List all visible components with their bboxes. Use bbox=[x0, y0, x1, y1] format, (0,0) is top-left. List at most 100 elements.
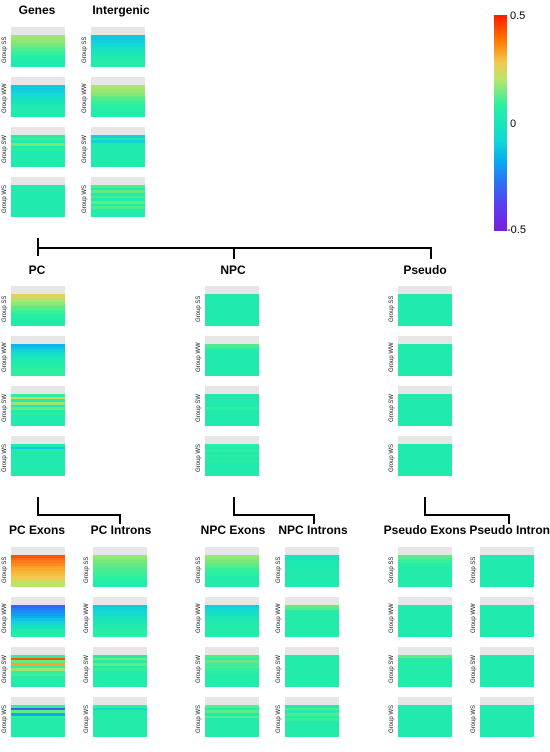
heatmap-stripe bbox=[11, 114, 65, 118]
heatmap-stripe bbox=[398, 557, 452, 561]
heatmap-stripe bbox=[11, 468, 65, 472]
group-label: Group WW bbox=[2, 603, 8, 633]
heatmap-stripe bbox=[11, 470, 65, 474]
heatmap-stripe bbox=[285, 655, 339, 659]
heatmap-stripe bbox=[285, 723, 339, 727]
heatmap-stripe bbox=[398, 607, 452, 611]
heatmap-stripe bbox=[205, 615, 259, 619]
heatmap-stripe bbox=[11, 323, 65, 327]
heatmap-stripe bbox=[205, 715, 259, 719]
heatmap-header-bar bbox=[93, 597, 147, 605]
group-label: Group SW bbox=[196, 393, 202, 422]
heatmap-stripe bbox=[205, 726, 259, 730]
group-label: Group WW bbox=[389, 603, 395, 633]
heatmap-stripe bbox=[93, 563, 147, 567]
group-label: Group SW bbox=[2, 134, 8, 163]
group-label: Group WW bbox=[84, 603, 90, 633]
heatmap-stripe bbox=[398, 576, 452, 580]
heatmap-stripe bbox=[398, 452, 452, 456]
heatmap-stripe bbox=[11, 304, 65, 308]
heatmap-stripe bbox=[11, 457, 65, 461]
heatmap-stripe bbox=[205, 410, 259, 414]
heatmap-stripe bbox=[398, 584, 452, 588]
heatmap-stripe bbox=[11, 106, 65, 110]
heatmap-stripe bbox=[398, 373, 452, 377]
heatmap-stripe bbox=[11, 111, 65, 115]
heatmap-header-bar bbox=[398, 386, 452, 394]
heatmap-stripe bbox=[480, 715, 534, 719]
group-label: Group SW bbox=[276, 654, 282, 683]
heatmap-stripe bbox=[398, 412, 452, 416]
heatmap-stripe bbox=[398, 360, 452, 364]
heatmap-stripe bbox=[205, 710, 259, 714]
heatmap-stripe bbox=[285, 613, 339, 617]
heatmap-stripe bbox=[91, 56, 145, 60]
heatmap-cell-block bbox=[11, 547, 65, 588]
heatmap-stripe bbox=[285, 605, 339, 609]
heatmap-stripe bbox=[11, 143, 65, 147]
heatmap-stripe bbox=[205, 457, 259, 461]
heatmap-stripe bbox=[398, 457, 452, 461]
heatmap-cell-block bbox=[285, 597, 339, 638]
heatmap-stripe bbox=[398, 323, 452, 327]
heatmap-header-bar bbox=[398, 647, 452, 655]
heatmap-stripe bbox=[11, 98, 65, 102]
heatmap-stripe bbox=[11, 721, 65, 725]
heatmap-cell-block bbox=[205, 597, 259, 638]
heatmap-stripe bbox=[93, 671, 147, 675]
heatmap-stripe bbox=[93, 657, 147, 661]
heatmap-cell-block bbox=[11, 436, 65, 477]
heatmap-stripe bbox=[285, 626, 339, 630]
heatmap-stripe bbox=[91, 214, 145, 218]
heatmap-stripe bbox=[11, 681, 65, 685]
heatmap-cell-block bbox=[93, 547, 147, 588]
heatmap-stripe bbox=[11, 360, 65, 364]
heatmap-cell-block bbox=[91, 27, 145, 68]
heatmap-stripe bbox=[11, 90, 65, 94]
connector-line bbox=[508, 514, 510, 524]
heatmap-stripe bbox=[285, 681, 339, 685]
heatmap-stripe bbox=[93, 710, 147, 714]
heatmap-stripe bbox=[285, 729, 339, 733]
heatmap-stripe bbox=[285, 673, 339, 677]
heatmap-stripe bbox=[480, 657, 534, 661]
heatmap-stripe bbox=[93, 629, 147, 633]
heatmap-stripe bbox=[93, 615, 147, 619]
heatmap-stripe bbox=[11, 560, 65, 564]
heatmap-stripe bbox=[398, 713, 452, 717]
heatmap-stripe bbox=[205, 299, 259, 303]
heatmap-cell-block bbox=[11, 336, 65, 377]
heatmap-stripe bbox=[398, 368, 452, 372]
group-label: Group WW bbox=[196, 603, 202, 633]
heatmap-stripe bbox=[91, 114, 145, 118]
heatmap-stripe bbox=[11, 671, 65, 675]
heatmap-stripe bbox=[480, 584, 534, 588]
heatmap-stripe bbox=[91, 109, 145, 113]
heatmap-stripe bbox=[93, 668, 147, 672]
group-label: Group SW bbox=[82, 134, 88, 163]
heatmap-stripe bbox=[398, 571, 452, 575]
heatmap-cell-block bbox=[93, 697, 147, 738]
heatmap-stripe bbox=[93, 734, 147, 738]
heatmap-stripe bbox=[205, 681, 259, 685]
heatmap-stripe bbox=[11, 573, 65, 577]
heatmap-stripe bbox=[91, 87, 145, 91]
heatmap-stripe bbox=[91, 98, 145, 102]
group-label: Group SW bbox=[389, 654, 395, 683]
heatmap-stripe bbox=[480, 568, 534, 572]
colorbar-max-label: 0.5 bbox=[510, 10, 526, 22]
heatmap-cell-block bbox=[205, 436, 259, 477]
heatmap-stripe bbox=[205, 660, 259, 664]
heatmap-stripe bbox=[11, 555, 65, 559]
heatmap-stripe bbox=[91, 40, 145, 44]
heatmap-stripe bbox=[480, 729, 534, 733]
heatmap-stripe bbox=[398, 468, 452, 472]
heatmap-stripe bbox=[11, 668, 65, 672]
group-label: Group SS bbox=[276, 556, 282, 583]
heatmap-stripe bbox=[398, 665, 452, 669]
heatmap-stripe bbox=[91, 211, 145, 215]
heatmap-stripe bbox=[93, 555, 147, 559]
heatmap-stripe bbox=[205, 444, 259, 448]
heatmap-stripe bbox=[11, 584, 65, 588]
